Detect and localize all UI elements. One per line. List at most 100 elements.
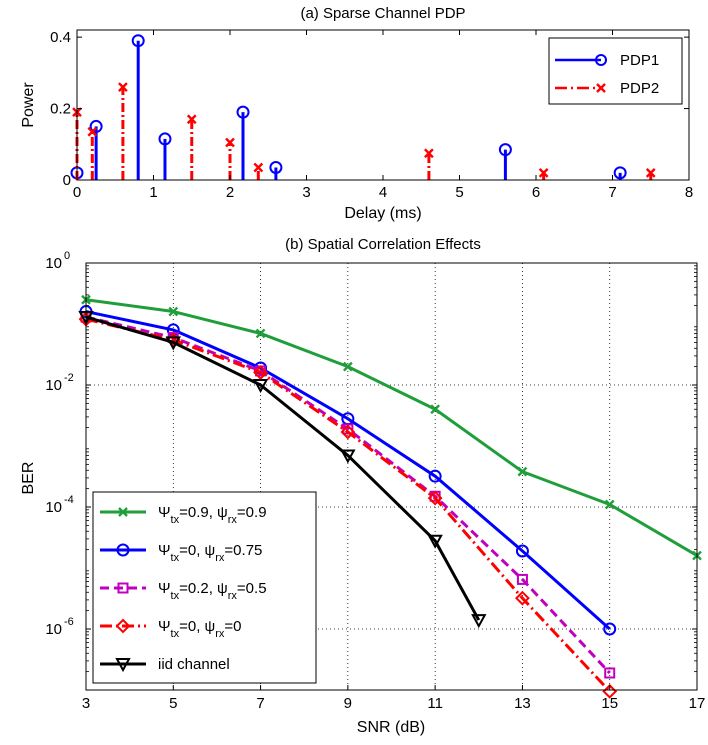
corr-0.9-0.9-marker	[430, 404, 440, 415]
corr-0.9-0.9-line	[85, 298, 698, 557]
pdp1-marker	[613, 166, 627, 180]
pdp2-marker	[424, 148, 434, 159]
pdp-x-tick-label: 1	[149, 184, 157, 201]
pdp1-legend-label: PDP1	[620, 52, 659, 69]
corr-0-0-legend-marker	[115, 618, 131, 634]
ber-x-tick-label: 13	[514, 695, 531, 712]
pdp-ticks: 0 1 2 3 4 5 6 7 8 0 0.2 0.4	[50, 29, 693, 201]
pdp1-marker	[89, 119, 103, 133]
pdp2-marker	[118, 82, 128, 92]
corr-0-0.75-marker	[428, 469, 442, 483]
ber-x-tick-label: 7	[256, 695, 264, 712]
iid-channel-marker	[427, 534, 443, 549]
pdp2-marker	[645, 168, 656, 178]
corr-0-0-line	[85, 317, 611, 693]
corr-0-0.75-legend-label: Ψtx=0, ψrx=0.75	[158, 542, 262, 564]
pdp-x-tick-label: 6	[532, 184, 540, 201]
ber-legend: Ψtx=0.9, ψrx=0.9 Ψtx=0, ψrx=0.75 Ψtx=0.2, …	[92, 491, 317, 684]
ber-ylabel: BER	[20, 462, 37, 495]
corr-0-0-marker	[427, 490, 443, 506]
corr-0.9-0.9-marker	[517, 466, 528, 477]
corr-0.2-0.5-legend-label: Ψtx=0.2, ψrx=0.5	[158, 580, 267, 602]
ber-y-tick-label: 10	[45, 377, 62, 394]
pdp2-legend-marker	[596, 83, 606, 93]
ber-y-tick-label: 10	[45, 255, 62, 272]
pdp-x-tick-label: 5	[455, 184, 463, 201]
pdp-legend: PDP1 PDP2	[548, 37, 683, 105]
ber-x-tick-label: 3	[82, 695, 90, 712]
pdp-x-tick-label: 8	[685, 184, 693, 201]
iid-channel-legend-marker	[115, 658, 131, 673]
corr-0-0-marker	[340, 424, 356, 440]
pdp2-marker	[538, 168, 549, 178]
pdp-chart: (a) Sparse Channel PDP 0 1 2 3 4 5 6 7 800.20.4 …	[20, 5, 693, 222]
iid-channel-legend-label: iid channel	[158, 656, 230, 673]
pdp2-marker	[87, 126, 98, 137]
pdp-y-tick-label: 0.2	[50, 101, 71, 118]
iid-channel-marker	[471, 614, 487, 629]
iid-channel-line	[85, 315, 481, 621]
corr-0-0.75-line	[85, 310, 611, 631]
ber-x-tick-label: 11	[427, 695, 443, 712]
pdp-ylabel: Power	[20, 82, 37, 128]
corr-0-0-marker	[602, 683, 618, 699]
pdp-x-tick-label: 7	[608, 184, 616, 201]
ber-x-tick-label: 5	[169, 695, 177, 712]
iid-channel-marker	[252, 379, 269, 394]
pdp2-legend-label: PDP2	[620, 80, 659, 97]
ber-x-tick-label: 17	[689, 695, 706, 712]
ber-axes-frame	[85, 262, 698, 691]
pdp-x-tick-label: 4	[379, 184, 387, 201]
ber-x-tick-label: 9	[344, 695, 352, 712]
pdp1-marker	[236, 105, 250, 119]
pdp-y-tick-label: 0.4	[50, 29, 71, 46]
pdp-y-tick-label: 0	[63, 172, 71, 189]
pdp-x-tick-label: 2	[226, 184, 234, 201]
ber-chart: (b) Spatial Correlation Effects 3 5 7 9 11 13…	[20, 236, 705, 736]
ber-y-tick-exponent: -6	[64, 616, 74, 628]
pdp-x-tick-label: 3	[302, 184, 310, 201]
corr-0-0.75-marker	[166, 323, 180, 337]
ber-y-tick-exponent: -4	[64, 494, 74, 506]
corr-0.9-0.9-marker	[343, 361, 353, 372]
corr-0.9-0.9-legend-label: Ψtx=0.9, ψrx=0.9	[158, 504, 267, 526]
corr-0-0.75-marker	[515, 544, 529, 558]
corr-0-0-marker	[515, 590, 530, 606]
pdp-chart-title: (a) Sparse Channel PDP	[300, 5, 465, 22]
ber-y-tick-exponent: -2	[64, 372, 74, 384]
pdp2-marker	[253, 162, 264, 173]
corr-0.9-0.9-marker	[604, 499, 615, 510]
corr-0.2-0.5-marker	[604, 667, 616, 679]
pdp1-marker	[498, 143, 512, 157]
ber-series	[78, 294, 702, 699]
ber-y-tick-label: 10	[45, 499, 62, 516]
pdp1-marker	[131, 34, 145, 48]
corr-0-0.75-marker	[603, 622, 617, 636]
ber-xlabel: SNR (dB)	[357, 719, 425, 736]
corr-0.9-0.9-marker	[255, 328, 266, 339]
pdp2-marker	[186, 114, 197, 125]
pdp-xlabel: Delay (ms)	[344, 205, 421, 222]
corr-0-0-legend-label: Ψtx=0, ψrx=0	[158, 618, 242, 640]
pdp-x-tick-label: 0	[73, 184, 81, 201]
pdp1-marker	[158, 132, 172, 146]
iid-channel-marker	[165, 336, 181, 351]
iid-channel-marker	[340, 449, 356, 464]
ber-y-tick-label: 10	[45, 621, 62, 638]
pdp1-marker	[269, 161, 283, 174]
pdp-legend-box	[548, 37, 683, 105]
ber-x-tick-label: 15	[601, 695, 618, 712]
corr-0.2-0.5-legend-marker	[117, 582, 129, 594]
corr-0-0.75-legend-marker	[116, 543, 130, 557]
pdp1-legend-marker	[595, 54, 607, 66]
corr-0.2-0.5-marker	[516, 573, 528, 585]
ber-chart-title: (b) Spatial Correlation Effects	[285, 236, 481, 253]
corr-0.9-0.9-legend-marker	[118, 507, 128, 517]
ber-y-tick-exponent: 0	[64, 250, 70, 262]
pdp2-marker	[225, 137, 235, 148]
corr-0.9-0.9-marker	[168, 306, 179, 317]
corr-0-0-marker	[253, 365, 268, 380]
pdp-stems	[70, 34, 656, 180]
